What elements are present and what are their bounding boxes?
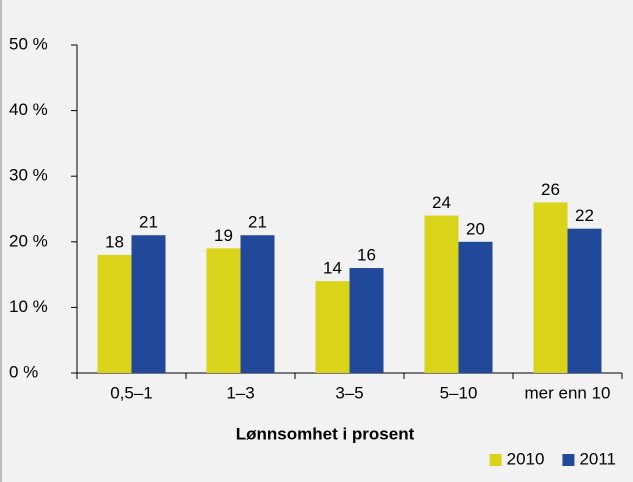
value-label: 16: [357, 246, 376, 265]
y-tick-label: 40 %: [9, 100, 48, 119]
bar: [567, 228, 602, 373]
value-label: 26: [541, 180, 560, 199]
y-tick-label: 50 %: [9, 34, 48, 53]
bar: [131, 235, 166, 373]
bar: [424, 215, 459, 373]
x-tick-label: 5–10: [440, 383, 478, 402]
bar: [458, 241, 493, 373]
bar: [240, 235, 275, 373]
y-tick-label: 0 %: [9, 362, 38, 381]
bar: [315, 281, 350, 373]
x-tick-label: 1–3: [226, 383, 254, 402]
x-tick-label: 0,5–1: [110, 383, 153, 402]
bar: [97, 254, 132, 373]
value-label: 14: [323, 259, 342, 278]
y-tick-label: 20 %: [9, 231, 48, 250]
bar: [533, 202, 568, 373]
x-tick-label: mer enn 10: [525, 383, 611, 402]
x-axis-title: Lønnsomhet i prosent: [236, 424, 415, 443]
legend-label: 2010: [507, 449, 545, 468]
value-label: 22: [575, 206, 594, 225]
legend-swatch: [489, 454, 502, 466]
bar: [206, 248, 241, 373]
value-label: 21: [248, 213, 267, 232]
x-tick-label: 3–5: [335, 383, 363, 402]
value-label: 21: [139, 213, 158, 232]
value-label: 20: [466, 219, 485, 238]
y-tick-label: 30 %: [9, 166, 48, 185]
value-label: 24: [432, 193, 451, 212]
legend-swatch: [562, 454, 575, 466]
value-label: 18: [105, 232, 124, 251]
legend-label: 2011: [579, 449, 616, 468]
value-label: 19: [214, 226, 233, 245]
y-tick-label: 10 %: [9, 297, 48, 316]
bar: [349, 268, 384, 373]
